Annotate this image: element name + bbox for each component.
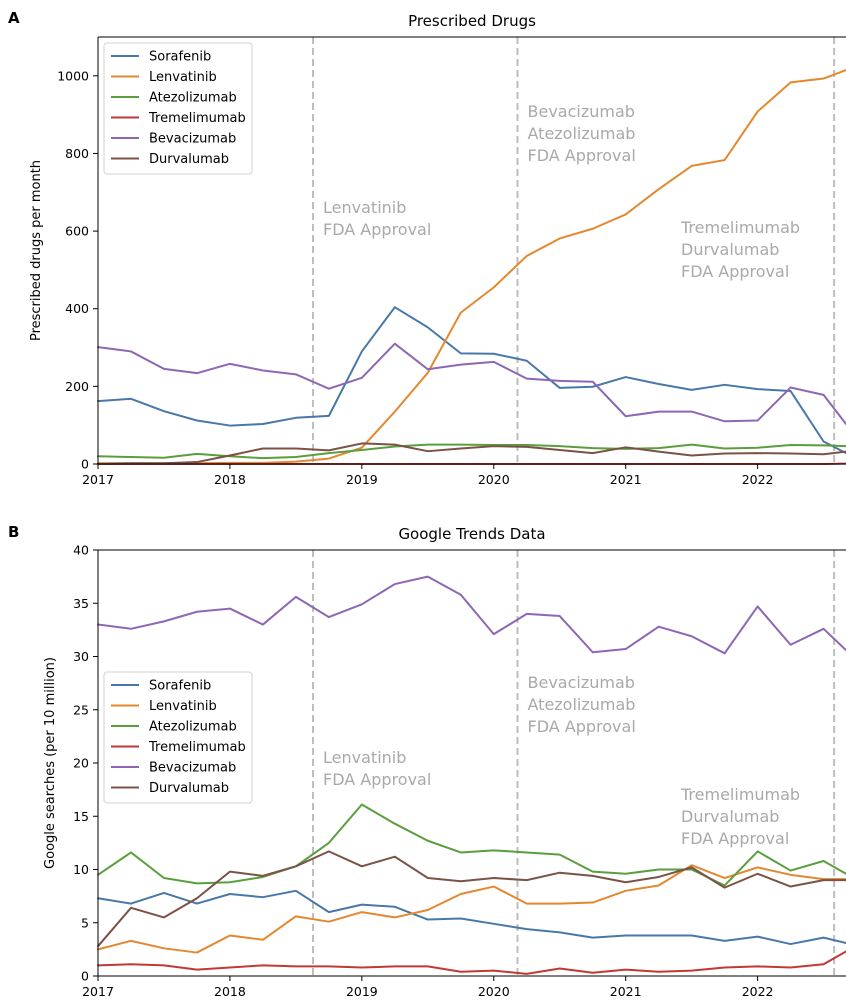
annotation-1-line-2: FDA Approval [323, 770, 431, 789]
annotation-3-line-3: FDA Approval [681, 262, 789, 281]
annotation-2-line-3: FDA Approval [528, 717, 636, 736]
y-tick-label: 40 [73, 543, 89, 558]
annotation-2-line-2: Atezolizumab [528, 124, 636, 143]
annotation-2-line-2: Atezolizumab [528, 695, 636, 714]
x-tick-label: 2020 [478, 984, 510, 999]
series-line-durvalumab [97, 850, 846, 948]
y-tick-label: 0 [81, 457, 89, 472]
legend: Sorafenib Lenvatinib Atezolizumab Tremelimu… [103, 671, 253, 804]
x-tick-label: 2018 [214, 472, 246, 487]
chart-title: Google Trends Data [398, 525, 545, 543]
series-line-bevacizumab [97, 575, 846, 655]
annotation-3-line-1: Tremelimumab [680, 218, 800, 237]
y-tick-label: 30 [73, 649, 89, 664]
panel-a: A Prescribed Drugs Prescribed drugs per mo… [8, 9, 846, 487]
series-line-sorafenib [97, 889, 846, 946]
y-tick-label: 15 [73, 809, 89, 824]
legend-label-sorafenib: Sorafenib [149, 679, 211, 694]
legend-box [103, 671, 253, 804]
series-line-bevacizumab [97, 342, 846, 426]
annotation-2-line-1: Bevacizumab [528, 673, 635, 692]
legend-label-durvalumab: Durvalumab [149, 781, 229, 796]
y-tick-label: 35 [73, 596, 89, 611]
series-line-lenvatinib [97, 69, 846, 465]
annotation-1-line-1: Lenvatinib [323, 748, 406, 767]
annotation-3-line-3: FDA Approval [681, 829, 789, 848]
legend-label-tremelimumab: Tremelimumab [148, 740, 246, 755]
x-tick-label: 2022 [742, 984, 774, 999]
legend: Sorafenib Lenvatinib Atezolizumab Tremelimu… [103, 42, 253, 175]
annotation-2-line-1: Bevacizumab [528, 102, 635, 121]
y-tick-label: 5 [81, 915, 89, 930]
y-tick-label: 0 [81, 969, 89, 984]
x-tick-label: 2019 [346, 472, 378, 487]
legend-label-lenvatinib: Lenvatinib [149, 70, 217, 85]
legend-label-tremelimumab: Tremelimumab [148, 111, 246, 126]
chart-title: Prescribed Drugs [408, 12, 536, 30]
y-tick-label: 400 [65, 301, 89, 316]
y-tick-label: 600 [65, 224, 89, 239]
x-tick-label: 2020 [478, 472, 510, 487]
legend-box [103, 42, 253, 175]
x-tick-label: 2021 [610, 984, 642, 999]
series-line-lenvatinib [97, 864, 846, 954]
y-tick-label: 800 [65, 146, 89, 161]
y-axis-label: Google searches (per 10 million) [43, 657, 58, 869]
annotation-3-line-2: Durvalumab [681, 240, 779, 259]
x-tick-label: 2019 [346, 984, 378, 999]
x-tick-label: 2017 [82, 472, 114, 487]
y-tick-label: 200 [65, 379, 89, 394]
y-tick-label: 10 [73, 862, 89, 877]
annotation-1-line-1: Lenvatinib [323, 198, 406, 217]
series-line-durvalumab [97, 442, 846, 465]
legend-label-bevacizumab: Bevacizumab [149, 132, 236, 147]
annotation-2-line-3: FDA Approval [528, 146, 636, 165]
y-axis-label: Prescribed drugs per month [29, 160, 44, 341]
panel-letter: A [8, 9, 20, 27]
legend-label-bevacizumab: Bevacizumab [149, 761, 236, 776]
x-tick-label: 2018 [214, 984, 246, 999]
legend-label-sorafenib: Sorafenib [149, 50, 211, 65]
series-line-atezolizumab [97, 443, 846, 460]
legend-label-lenvatinib: Lenvatinib [149, 699, 217, 714]
series-line-sorafenib [97, 306, 846, 455]
annotation-1-line-2: FDA Approval [323, 220, 431, 239]
x-tick-label: 2021 [610, 472, 642, 487]
legend-label-atezolizumab: Atezolizumab [149, 720, 237, 735]
legend-label-atezolizumab: Atezolizumab [149, 91, 237, 106]
annotation-3-line-1: Tremelimumab [680, 785, 800, 804]
y-tick-label: 1000 [57, 68, 89, 83]
series-line-tremelimumab [97, 950, 846, 975]
y-tick-label: 20 [73, 756, 89, 771]
x-tick-label: 2017 [82, 984, 114, 999]
y-tick-label: 25 [73, 702, 89, 717]
panel-b: B Google Trends Data Google searches (per … [8, 523, 846, 999]
panel-letter: B [8, 523, 19, 541]
series-line-atezolizumab [97, 803, 846, 887]
annotation-3-line-2: Durvalumab [681, 807, 779, 826]
legend-label-durvalumab: Durvalumab [149, 152, 229, 167]
x-tick-label: 2022 [742, 472, 774, 487]
